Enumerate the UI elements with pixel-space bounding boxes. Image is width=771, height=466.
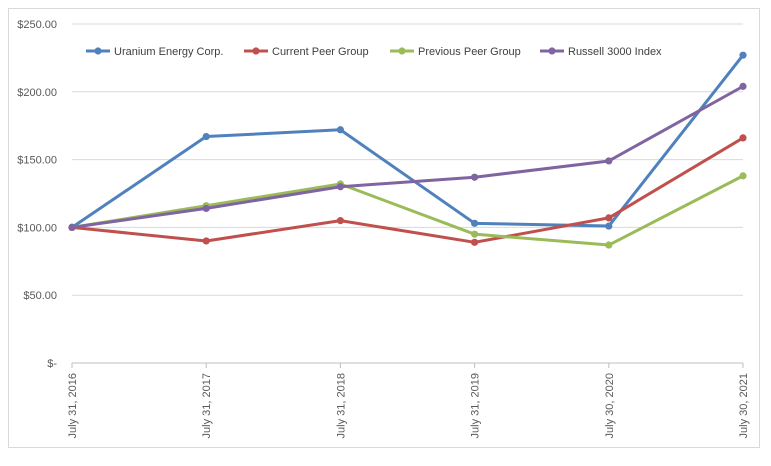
data-point [471, 219, 479, 227]
legend-label: Uranium Energy Corp. [114, 46, 223, 58]
y-tick-label: $200.00 [17, 87, 57, 99]
legend-swatch-marker [398, 47, 406, 55]
data-point [605, 157, 613, 165]
legend-label: Current Peer Group [272, 46, 369, 58]
series-line-2 [70, 174, 745, 247]
y-tick-label: $50.00 [23, 290, 57, 302]
y-tick-label: $250.00 [17, 19, 57, 31]
data-point [202, 204, 210, 213]
x-tick-label: July 31, 2016 [67, 373, 79, 438]
legend: Uranium Energy Corp. Current Peer Group Pr… [86, 46, 662, 58]
series-line-3 [70, 84, 745, 229]
series-line-1 [70, 136, 745, 244]
data-point [739, 82, 747, 90]
legend-label: Russell 3000 Index [568, 46, 662, 58]
y-tick-label: $- [47, 358, 57, 370]
data-point [202, 237, 210, 245]
x-tick-label: July 31, 2019 [470, 373, 482, 438]
data-point [471, 173, 479, 181]
axes: $- $50.00 $100.00 $150.00 $200.00 $250.00 July… [17, 19, 750, 438]
data-point [471, 230, 479, 238]
data-point [739, 134, 747, 142]
data-point [336, 183, 344, 191]
y-tick-label: $100.00 [17, 222, 57, 234]
data-point [336, 126, 344, 134]
gridlines [72, 23, 743, 296]
data-point [605, 222, 613, 230]
data-point [605, 214, 613, 222]
x-tick-label: July 30, 2020 [604, 373, 616, 438]
x-tick-label: July 31, 2017 [201, 373, 213, 438]
legend-swatch-marker [548, 47, 556, 55]
legend-swatch-marker [252, 47, 260, 55]
legend-swatch-marker [94, 47, 102, 55]
data-point [739, 51, 747, 59]
data-point [336, 217, 344, 225]
x-tick-label: July 31, 2018 [335, 373, 347, 438]
y-tick-label: $150.00 [17, 155, 57, 167]
series-layer [68, 51, 747, 249]
x-tick-label: July 30, 2021 [738, 373, 750, 438]
data-point [605, 241, 613, 249]
data-point [739, 172, 747, 180]
data-point [68, 223, 76, 231]
data-point [202, 132, 210, 141]
series-line-0 [70, 53, 745, 229]
data-point [471, 238, 479, 246]
legend-label: Previous Peer Group [418, 46, 521, 58]
